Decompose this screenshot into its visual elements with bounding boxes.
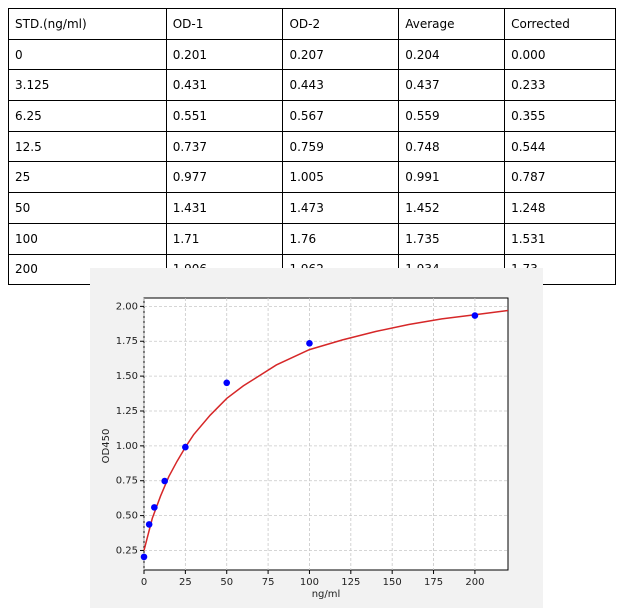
table-cell: 0.437 xyxy=(398,69,506,102)
table-cell: 3.125 xyxy=(8,69,167,102)
table-cell: 1.531 xyxy=(504,222,616,255)
table-cell: 0.551 xyxy=(165,100,284,132)
x-tick-label: 200 xyxy=(465,577,484,588)
table-row: 100 1.71 1.76 1.735 1.531 xyxy=(8,222,616,255)
table-cell: 0.431 xyxy=(165,69,284,102)
table-cell: 1.473 xyxy=(282,192,400,224)
table-cell: 1.431 xyxy=(165,192,284,224)
table-row: 0 0.201 0.207 0.204 0.000 xyxy=(8,38,616,71)
table-row: 12.5 0.737 0.759 0.748 0.544 xyxy=(8,130,616,163)
data-point xyxy=(145,521,153,528)
data-point xyxy=(306,340,313,347)
data-table: STD.(ng/ml) OD-1 OD-2 Average Corrected 0 0.20… xyxy=(8,8,616,286)
x-tick-label: 150 xyxy=(383,577,402,588)
y-tick-label: 2.00 xyxy=(116,301,138,312)
data-point xyxy=(471,312,479,319)
table-cell: 1.248 xyxy=(504,192,616,224)
y-tick-label: 1.75 xyxy=(116,336,138,347)
table-row: 50 1.431 1.473 1.452 1.248 xyxy=(8,192,616,224)
chart: ng/ml OD450 0 25 50 75 100 125 150 175 200 0.25 0.… xyxy=(90,268,543,608)
table-cell: 1.71 xyxy=(165,222,284,255)
table-row: 25 0.977 1.005 0.991 0.787 xyxy=(8,161,616,194)
table-cell: 6.25 xyxy=(8,100,167,132)
table-cell: 0.233 xyxy=(504,69,616,102)
table-cell: Corrected xyxy=(504,8,616,40)
table-cell: 0.201 xyxy=(165,38,284,71)
table-cell: 0.991 xyxy=(398,161,506,194)
table-cell: Average xyxy=(398,8,506,40)
y-tick-label: 0.75 xyxy=(116,476,138,487)
table-cell: OD-2 xyxy=(282,8,400,40)
table-cell: 0.355 xyxy=(504,100,616,132)
table-cell: 100 xyxy=(8,222,167,255)
header-row: STD.(ng/ml) OD-1 OD-2 Average Corrected xyxy=(8,8,616,40)
x-tick-label: 175 xyxy=(424,577,443,588)
y-tick-label: 0.50 xyxy=(116,511,138,522)
table-cell: 0 xyxy=(8,38,167,71)
table-cell: 0.204 xyxy=(398,38,506,71)
table-cell: 1.76 xyxy=(282,222,400,255)
table-cell: 1.005 xyxy=(282,161,400,194)
table-cell: 0.559 xyxy=(398,100,506,132)
data-point xyxy=(182,443,189,451)
y-tick-label: 0.25 xyxy=(116,545,138,556)
y-axis-label: OD450 xyxy=(101,429,112,464)
table-cell: 25 xyxy=(8,161,167,194)
table-cell: 0.977 xyxy=(165,161,284,194)
table-cell: 12.5 xyxy=(8,130,167,163)
table-cell: 0.748 xyxy=(398,130,506,163)
data-point xyxy=(140,553,148,561)
plot-area xyxy=(143,297,509,571)
x-tick-label: 0 xyxy=(141,577,147,588)
table-cell: 0.759 xyxy=(282,130,400,163)
table-cell: OD-1 xyxy=(165,8,284,40)
table-cell: 0.567 xyxy=(282,100,400,132)
table-cell: STD.(ng/ml) xyxy=(8,8,167,40)
data-point xyxy=(161,477,168,485)
table-cell: 0.207 xyxy=(282,38,400,71)
table-cell: 1.735 xyxy=(398,222,506,255)
data-point xyxy=(223,379,231,387)
table-cell: 0.544 xyxy=(504,130,616,163)
x-tick-label: 25 xyxy=(179,577,192,588)
y-tick-label: 1.00 xyxy=(116,441,138,452)
y-tick-label: 1.25 xyxy=(116,406,138,417)
table-row: 6.25 0.551 0.567 0.559 0.355 xyxy=(8,100,616,132)
table-cell: 0.443 xyxy=(282,69,400,102)
y-tick-label: 1.50 xyxy=(116,371,138,382)
table-body: STD.(ng/ml) OD-1 OD-2 Average Corrected 0 0.20… xyxy=(8,8,616,286)
x-axis-label: ng/ml xyxy=(312,589,341,600)
x-tick-label: 125 xyxy=(341,577,360,588)
x-tick-label: 50 xyxy=(220,577,233,588)
table-row: 3.125 0.431 0.443 0.437 0.233 xyxy=(8,69,616,102)
data-point xyxy=(151,504,158,511)
table-cell: 0.000 xyxy=(504,38,616,71)
table-cell: 50 xyxy=(8,192,167,224)
x-tick-label: 75 xyxy=(262,577,275,588)
table-cell: 1.452 xyxy=(398,192,506,224)
table-cell: 0.737 xyxy=(165,130,284,163)
x-tick-label: 100 xyxy=(300,577,319,588)
table-cell: 0.787 xyxy=(504,161,616,194)
